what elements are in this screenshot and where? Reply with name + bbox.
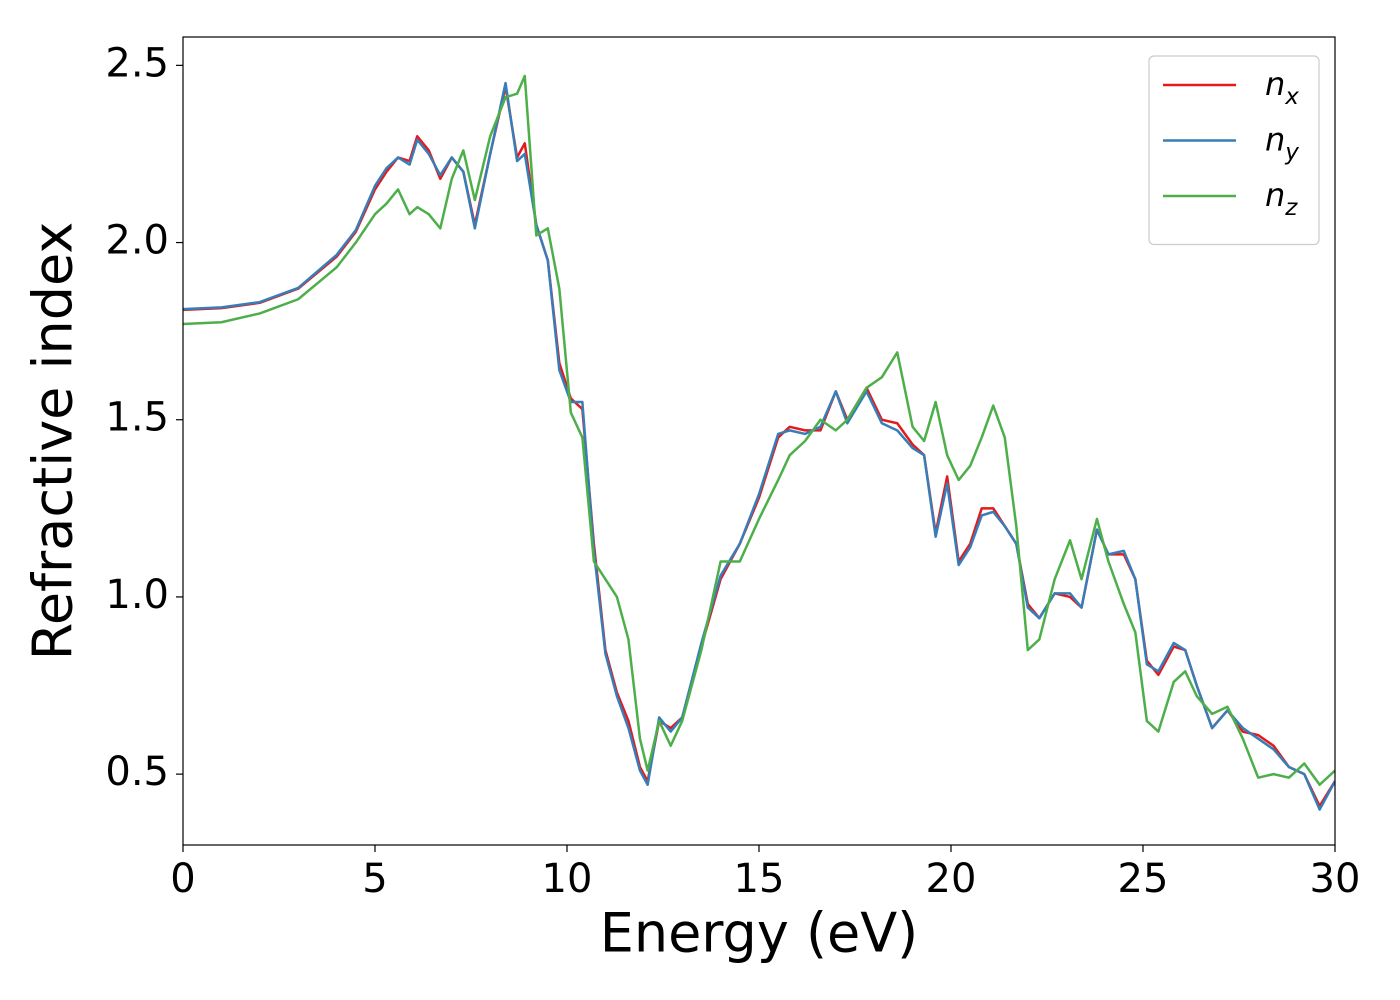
legend-box: [1148, 55, 1320, 246]
legend-label: nz: [1265, 176, 1298, 221]
x-tick-label: 15: [734, 856, 785, 902]
x-tick-label: 5: [362, 856, 387, 902]
y-axis-label: Refractive index: [22, 222, 85, 661]
y-tick-label: 2.0: [105, 218, 169, 264]
legend-label: ny: [1265, 121, 1299, 166]
x-tick-label: 20: [926, 856, 977, 902]
y-tick-label: 1.0: [105, 572, 169, 618]
x-tick-label: 0: [170, 856, 195, 902]
x-axis-label: Energy (eV): [600, 902, 919, 965]
x-tick-label: 10: [542, 856, 593, 902]
y-tick-label: 0.5: [105, 749, 169, 795]
y-tick-label: 1.5: [105, 395, 169, 441]
legend-label: nx: [1265, 65, 1299, 110]
plot-frame: [182, 36, 1336, 846]
x-tick-label: 30: [1310, 856, 1361, 902]
y-tick-label: 2.5: [105, 40, 169, 86]
x-tick-label: 25: [1118, 856, 1169, 902]
data-line: [183, 81, 1335, 811]
data-line: [183, 74, 1335, 786]
